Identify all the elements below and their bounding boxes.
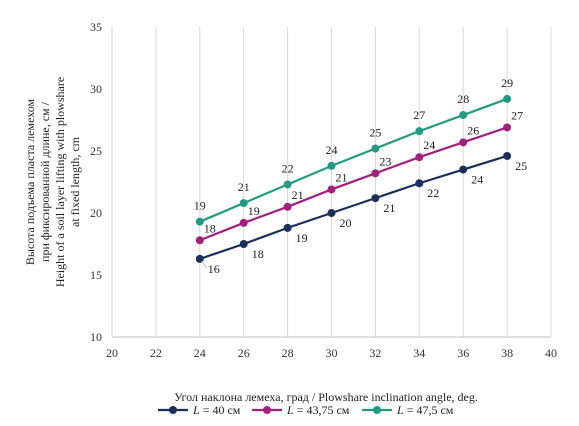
data-label: 18 [252, 247, 264, 261]
data-point [503, 151, 512, 160]
axis-titles: Угол наклона лемеха, град / Plowshare in… [23, 77, 478, 404]
legend-item: L = 47,5 см [362, 403, 454, 417]
x-tick-label: 32 [369, 346, 381, 360]
data-label: 16 [208, 262, 220, 276]
data-label: 21 [238, 180, 250, 194]
data-point [459, 165, 468, 174]
data-point [283, 202, 292, 211]
data-label: 21 [292, 188, 304, 202]
data-label: 24 [326, 143, 338, 157]
data-label: 19 [248, 204, 260, 218]
data-label: 27 [413, 108, 425, 122]
legend-label-variable: L [286, 403, 294, 417]
data-point [503, 94, 512, 103]
data-point [415, 179, 424, 188]
data-point [283, 223, 292, 232]
legend-label: L = 40 см [192, 403, 241, 417]
data-label: 29 [501, 76, 513, 90]
data-label: 25 [369, 126, 381, 140]
x-tick-label: 38 [501, 346, 513, 360]
data-label: 23 [379, 154, 391, 168]
data-point [195, 217, 204, 226]
data-point [503, 123, 512, 132]
y-tick-label: 30 [90, 82, 102, 96]
data-point [371, 169, 380, 178]
x-tick-label: 26 [238, 346, 250, 360]
legend-label-value: = 43,75 см [294, 403, 350, 417]
legend-marker [263, 406, 271, 414]
legend-label-variable: L [396, 403, 404, 417]
y-tick-label: 15 [90, 268, 102, 282]
data-label: 21 [336, 170, 348, 184]
legend: L = 40 см L = 43,75 см L = 47,5 см [158, 403, 454, 417]
legend-label-value: = 40 см [200, 403, 241, 417]
data-label: 28 [457, 92, 469, 106]
y-tick-label: 20 [90, 206, 102, 220]
data-point [195, 236, 204, 245]
series-group [195, 94, 512, 263]
x-axis-title: Угол наклона лемеха, град / Plowshare in… [174, 390, 478, 404]
data-label: 19 [194, 199, 206, 213]
data-label: 22 [427, 186, 439, 200]
data-point [239, 218, 248, 227]
x-tick-label: 36 [457, 346, 469, 360]
y-axis-title-line: Height of a soil layer lifting with plow… [53, 77, 67, 287]
data-point [327, 185, 336, 194]
label-leader-line [201, 260, 208, 269]
y-axis-title-line: при фиксированной длине, см / [38, 101, 52, 262]
data-label: 19 [296, 231, 308, 245]
data-point [415, 127, 424, 136]
data-label: 26 [467, 123, 479, 137]
data-label: 25 [515, 159, 527, 173]
legend-label-variable: L [192, 403, 200, 417]
data-point [327, 209, 336, 217]
data-point [459, 138, 468, 147]
legend-label: L = 47,5 см [396, 403, 454, 417]
data-label: 20 [340, 216, 352, 230]
y-tick-label: 10 [90, 330, 102, 344]
x-tick-label: 28 [282, 346, 294, 360]
data-label: 24 [423, 138, 435, 152]
data-label: 22 [282, 161, 294, 175]
data-point [239, 199, 248, 208]
data-point [415, 153, 424, 162]
x-tick-label: 40 [545, 346, 557, 360]
x-tick-label: 20 [106, 346, 118, 360]
y-tick-label: 25 [90, 144, 102, 158]
grid-lines [111, 27, 552, 337]
data-point [327, 161, 336, 170]
data-point [283, 180, 292, 189]
x-tick-label: 34 [413, 346, 425, 360]
axes: 20 22 24 26 28 30 32 34 36 38 40 10 15 20 25 30 35 [90, 20, 557, 360]
data-point [239, 240, 248, 248]
legend-item: L = 40 см [158, 403, 241, 417]
legend-item: L = 43,75 см [252, 403, 350, 417]
y-axis-title-line: Высота подъема пласта лемехом [23, 98, 37, 265]
data-labels: 16 18 19 20 21 22 24 25 18 19 21 21 23 24 26 27 19 21 22 24… [194, 76, 527, 276]
legend-label: L = 43,75 см [286, 403, 350, 417]
y-axis-title: Высота подъема пласта лемехомпри фиксиро… [23, 77, 82, 287]
data-label: 18 [204, 221, 216, 235]
legend-marker [373, 406, 381, 414]
data-point [371, 194, 380, 203]
series-line [199, 126, 508, 242]
data-label: 27 [511, 108, 523, 122]
y-axis-title-line: at fixed length, cm [68, 136, 82, 227]
x-tick-label: 30 [326, 346, 338, 360]
data-label: 24 [471, 173, 483, 187]
legend-marker [169, 406, 177, 414]
x-tick-label: 22 [150, 346, 162, 360]
series-line [199, 97, 508, 223]
data-point [459, 111, 468, 120]
series-line [199, 154, 508, 260]
data-point [371, 144, 380, 153]
data-label: 21 [383, 201, 395, 215]
y-tick-label: 35 [90, 20, 102, 34]
legend-label-value: = 47,5 см [404, 403, 454, 417]
x-tick-label: 24 [194, 346, 206, 360]
